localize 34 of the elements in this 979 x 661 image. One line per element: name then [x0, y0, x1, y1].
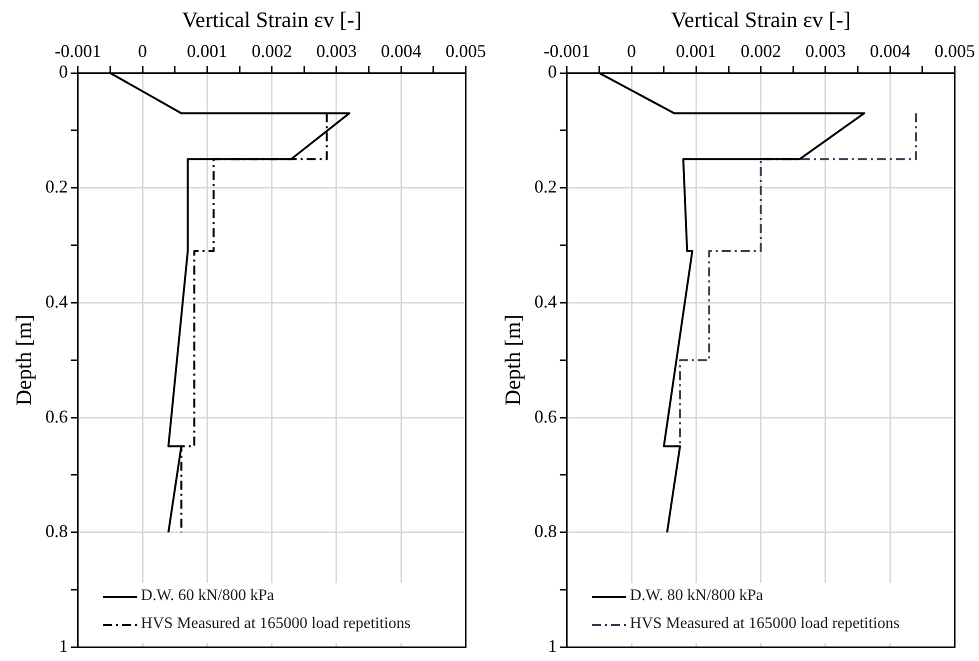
x-axis-title: Vertical Strain εv [-] — [182, 6, 362, 32]
x-tick-label: 0.002 — [740, 40, 782, 61]
y-tick-label: 0.6 — [45, 406, 68, 426]
y-tick-label: 0.2 — [45, 176, 68, 197]
x-tick-label: 0 — [627, 40, 636, 61]
legend-label: D.W. 60 kN/800 kPa — [140, 587, 274, 606]
x-tick-label: 0.005 — [446, 40, 486, 61]
x-tick-label: 0.004 — [380, 40, 422, 61]
legend-label: HVS Measured at 165000 load repetitions — [140, 615, 411, 634]
y-tick-label: 0 — [58, 62, 68, 82]
x-tick-label: 0.005 — [934, 40, 975, 61]
y-axis-title: Depth [m] — [10, 314, 36, 406]
x-tick-label: 0.002 — [252, 40, 292, 61]
y-tick-label: 0.8 — [534, 521, 557, 542]
y-tick-label: 1 — [58, 636, 68, 656]
y-tick-label: 0.4 — [534, 291, 557, 312]
x-tick-label: 0.001 — [676, 40, 716, 61]
x-tick-label: 0 — [138, 40, 148, 61]
legend-label: HVS Measured at 165000 load repetitions — [630, 615, 900, 634]
y-tick-label: 0.4 — [45, 291, 68, 312]
x-tick-label: 0.003 — [805, 40, 846, 61]
legend-label: D.W. 80 kN/800 kPa — [630, 587, 764, 606]
x-axis-title: Vertical Strain εv [-] — [670, 6, 851, 32]
y-tick-label: 0.2 — [534, 176, 557, 197]
y-tick-label: 0.8 — [45, 521, 68, 542]
y-axis-title: Depth [m] — [500, 314, 525, 406]
x-tick-label: -0.001 — [54, 40, 102, 61]
y-tick-label: 1 — [548, 636, 557, 656]
x-tick-label: 0.004 — [870, 40, 910, 61]
y-tick-label: 0 — [548, 62, 557, 82]
x-tick-label: 0.001 — [186, 40, 228, 61]
y-tick-label: 0.6 — [534, 406, 557, 426]
x-tick-label: 0.003 — [316, 40, 357, 61]
x-tick-label: -0.001 — [544, 40, 590, 61]
